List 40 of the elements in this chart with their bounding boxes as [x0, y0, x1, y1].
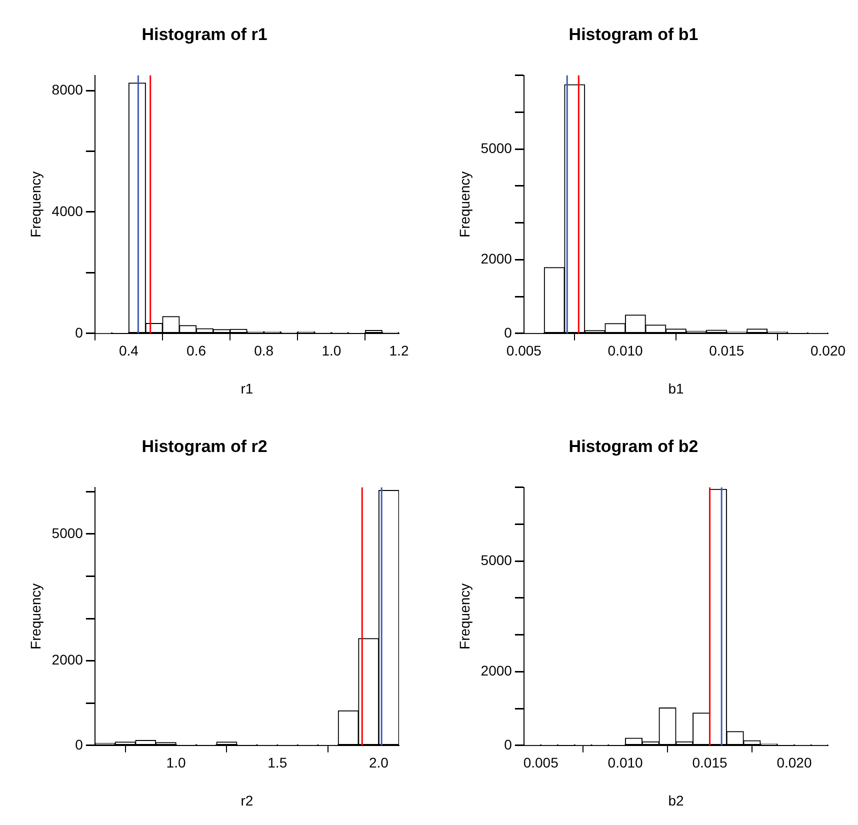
y-axis-title: Frequency [456, 583, 472, 650]
x-tick-label: 0.4 [118, 342, 139, 359]
x-tick-label: 0.015 [692, 754, 728, 771]
x-tick-label: 1.0 [322, 342, 342, 359]
x-tick-label: 1.2 [389, 342, 409, 359]
x-tick-label: 1.5 [268, 754, 288, 771]
x-axis-title: r1 [240, 380, 254, 396]
y-tick-label: 5000 [480, 552, 512, 568]
x-tick-label: 0.6 [186, 342, 206, 359]
y-tick-label: 0 [75, 736, 84, 752]
x-tick-label: 0.8 [254, 342, 274, 359]
chart-title: Histogram of b1 [568, 24, 698, 44]
y-tick-label: 8000 [52, 81, 84, 98]
chart-title: Histogram of b2 [568, 436, 698, 456]
x-tick-label: 0.020 [810, 342, 846, 359]
y-tick-label: 2000 [480, 250, 512, 267]
y-tick-label: 5000 [480, 140, 512, 156]
x-tick-label: 1.0 [166, 754, 186, 771]
x-axis-title: b1 [668, 380, 684, 396]
y-tick-label: 0 [75, 324, 84, 340]
x-axis-title: b2 [668, 792, 684, 808]
y-tick-label: 4000 [52, 202, 84, 219]
x-axis-title: r2 [240, 792, 254, 808]
y-axis-title: Frequency [27, 583, 44, 650]
x-tick-label: 0.020 [776, 754, 812, 771]
y-tick-label: 2000 [480, 662, 512, 679]
chart-title: Histogram of r1 [142, 24, 268, 44]
y-tick-label: 5000 [52, 524, 84, 541]
y-axis-title: Frequency [456, 171, 472, 238]
x-tick-label: 0.015 [709, 342, 744, 359]
y-tick-label: 2000 [52, 652, 84, 668]
x-tick-label: 2.0 [368, 754, 389, 771]
x-tick-label: 0.005 [523, 754, 559, 771]
x-tick-label: 0.010 [608, 754, 644, 771]
x-tick-label: 0.005 [506, 342, 542, 359]
y-tick-label: 0 [504, 736, 512, 752]
y-axis-title: Frequency [27, 171, 44, 238]
y-tick-label: 0 [504, 324, 512, 340]
chart-title: Histogram of r2 [142, 436, 268, 456]
x-tick-label: 0.010 [608, 342, 644, 359]
